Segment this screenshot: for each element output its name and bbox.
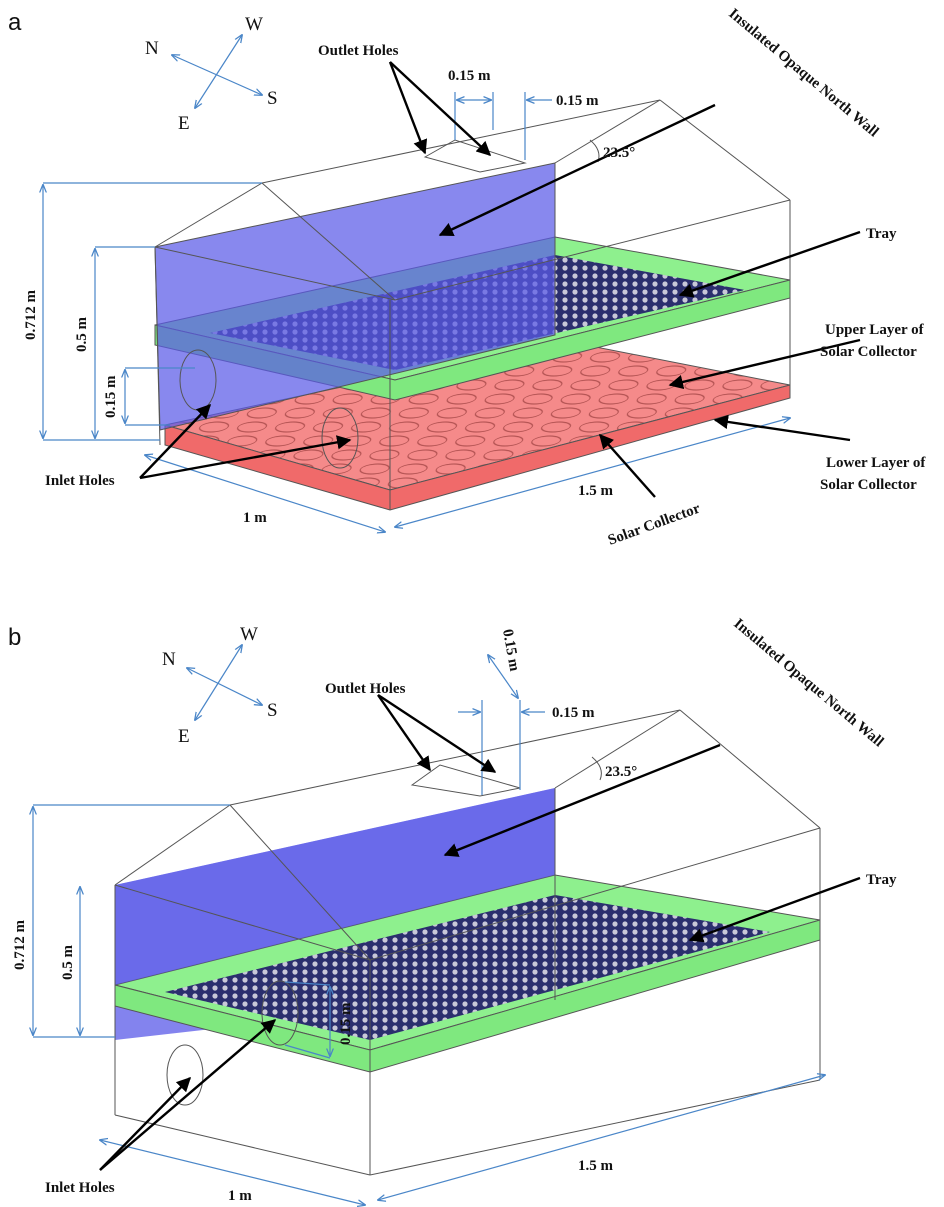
inlet-holes-label: Inlet Holes (45, 1180, 115, 1196)
annotation-arrows (99, 693, 861, 1171)
upper-layer-label: Upper Layer of (825, 322, 925, 338)
compass-arrow (172, 55, 262, 95)
outlet-hole-length: 0.15 m (499, 628, 522, 673)
inlet-height-label: 0.15 m (338, 1002, 354, 1045)
length-label: 1.5 m (578, 1158, 614, 1174)
compass-arrow (195, 645, 242, 720)
roof-angle: 23.5° (603, 145, 635, 161)
north-wall-label: Insulated Opaque North Wall (730, 616, 886, 751)
panel-a: a N W S E (8, 6, 926, 549)
width-label: 1 m (228, 1188, 252, 1204)
total-height-label: 0.712 m (23, 290, 39, 341)
compass-arrow (187, 668, 262, 705)
compass-n: N (162, 649, 176, 670)
box-edges (154, 99, 791, 510)
compass-e: E (178, 113, 190, 134)
solar-collector-label: Solar Collector (606, 501, 703, 549)
lower-layer-label: Solar Collector (820, 477, 917, 493)
compass-e: E (178, 726, 190, 747)
outlet-hole-offset: 0.15 m (556, 93, 599, 109)
inlet-holes-label: Inlet Holes (45, 473, 115, 489)
panel-label: a (8, 9, 22, 36)
tray-label: Tray (866, 226, 897, 242)
compass-w: W (245, 14, 263, 35)
compass-s: S (267, 88, 278, 109)
compass-arrow (195, 35, 242, 108)
outlet-hole-offset: 0.15 m (552, 705, 595, 721)
lower-layer-label: Lower Layer of (826, 455, 926, 471)
annotation-arrows (139, 61, 861, 498)
tray-label: Tray (866, 872, 897, 888)
compass-s: S (267, 700, 278, 721)
upper-layer-label: Solar Collector (820, 344, 917, 360)
compass-w: W (240, 624, 258, 645)
width-label: 1 m (243, 510, 267, 526)
outlet-hole-width: 0.15 m (448, 68, 491, 84)
total-height-label: 0.712 m (12, 920, 28, 971)
dimension-lines (33, 655, 825, 1205)
wall-height-label: 0.5 m (74, 317, 90, 353)
wall-height-label: 0.5 m (60, 945, 76, 981)
panel-label: b (8, 624, 21, 651)
panel-b: b N W S E (8, 616, 897, 1205)
inlet-height-label: 0.15 m (103, 375, 119, 418)
outlet-holes-label: Outlet Holes (318, 43, 399, 59)
compass-n: N (145, 38, 159, 59)
north-wall-label: Insulated Opaque North Wall (725, 6, 881, 141)
tray-mesh (165, 895, 770, 1040)
roof-angle: 23.5° (605, 764, 637, 780)
length-label: 1.5 m (578, 483, 614, 499)
north-wall-upper (115, 788, 555, 985)
dimension-lines (43, 92, 790, 532)
outlet-holes-label: Outlet Holes (325, 681, 406, 697)
